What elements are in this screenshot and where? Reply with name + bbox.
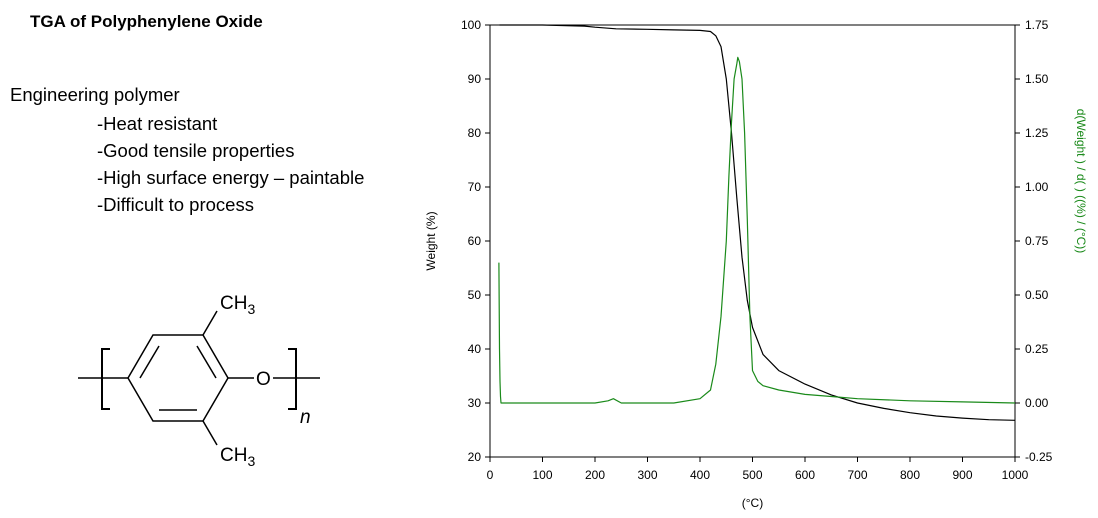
y-tick-label: 20 (468, 450, 482, 464)
ch3-top-label: CH3 (220, 293, 255, 317)
slide-subhead: Engineering polymer (10, 84, 180, 105)
y2-tick-label: 0.25 (1025, 342, 1049, 356)
y-tick-label: 50 (468, 288, 482, 302)
x-tick-label: 0 (487, 468, 494, 482)
methyl-bond-top (202, 310, 218, 336)
tga-chart: 0 100 200 300 400 500 600 700 800 900 1000 20 30 40 50… (424, 18, 1088, 510)
x-tick-label: 900 (952, 468, 972, 482)
bullet-item: -High surface energy – paintable (97, 167, 365, 188)
bullet-item: -Difficult to process (97, 194, 254, 215)
right-bracket (288, 348, 297, 410)
weight-line (499, 24, 1016, 421)
x-tick-label: 300 (637, 468, 657, 482)
y-tick-label: 90 (468, 72, 482, 86)
y-tick-label: 60 (468, 234, 482, 248)
double-bond-line (196, 345, 217, 379)
x-tick-label: 800 (900, 468, 920, 482)
y2-tick-label: 0.50 (1025, 288, 1049, 302)
y-axis-label: Weight (%) (424, 211, 438, 270)
y2-tick-label: -0.25 (1025, 450, 1053, 464)
methyl-bond-bottom (202, 420, 218, 446)
x-tick-label: 700 (847, 468, 867, 482)
bullet-item: -Good tensile properties (97, 140, 295, 161)
y2-tick-label: 0.00 (1025, 396, 1049, 410)
slide-title: TGA of Polyphenylene Oxide (30, 12, 263, 31)
bullet-item: -Heat resistant (97, 113, 218, 134)
ch3-bottom-label: CH3 (220, 445, 255, 469)
derivative-weight-line (498, 56, 1016, 404)
x-tick-label: 200 (585, 468, 605, 482)
plot-frame (489, 24, 1016, 458)
y-tick-label: 100 (461, 18, 481, 32)
double-bond-line (139, 345, 160, 379)
y2-tick-label: 1.75 (1025, 18, 1049, 32)
y-tick-label: 70 (468, 180, 482, 194)
x-axis-label: (°C) (742, 496, 763, 510)
y-tick-label: 30 (468, 396, 482, 410)
y2-tick-label: 1.25 (1025, 126, 1049, 140)
left-bracket (101, 348, 110, 410)
y-tick-label: 40 (468, 342, 482, 356)
y2-tick-label: 1.50 (1025, 72, 1049, 86)
x-tick-label: 400 (690, 468, 710, 482)
oxygen-label: O (256, 369, 271, 390)
polyphenylene-oxide-structure: CH3 CH3 O n (78, 293, 320, 469)
y2-axis-label: d(Weight ) / d( ) ((%) / (°C)) (1074, 109, 1088, 254)
y2-tick-label: 1.00 (1025, 180, 1049, 194)
repeat-n-label: n (300, 407, 311, 428)
x-tick-label: 100 (532, 468, 552, 482)
x-tick-label: 1000 (1002, 468, 1029, 482)
x-tick-label: 500 (742, 468, 762, 482)
benzene-ring (127, 334, 229, 422)
y-tick-label: 80 (468, 126, 482, 140)
y2-tick-label: 0.75 (1025, 234, 1049, 248)
bullet-list: -Heat resistant -Good tensile properties… (97, 110, 364, 218)
x-tick-label: 600 (795, 468, 815, 482)
